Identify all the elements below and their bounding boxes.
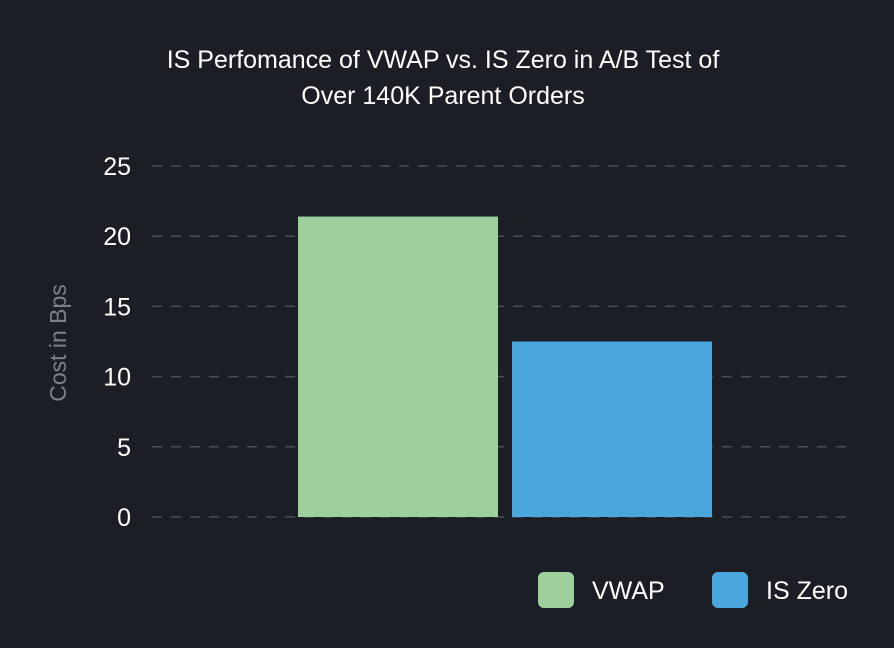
legend-label: IS Zero	[766, 577, 848, 605]
legend: VWAP IS Zero	[538, 572, 848, 608]
legend-swatch	[538, 572, 574, 608]
legend-item-is-zero: IS Zero	[712, 572, 848, 608]
y-axis-ticks: 0 5 10 15 20 25	[103, 153, 131, 532]
chart-title-line-1: IS Perfomance of VWAP vs. IS Zero in A/B…	[167, 46, 720, 74]
gridlines	[152, 165, 855, 518]
chart-title-line-2: Over 140K Parent Orders	[301, 82, 584, 110]
legend-swatch	[712, 572, 748, 608]
chart-title: IS Perfomance of VWAP vs. IS Zero in A/B…	[167, 46, 720, 110]
y-axis-label: Cost in Bps	[45, 284, 71, 402]
y-tick-label: 20	[103, 223, 131, 251]
y-tick-label: 15	[103, 293, 131, 321]
bar-is-zero	[512, 341, 712, 517]
legend-item-vwap: VWAP	[538, 572, 665, 608]
legend-label: VWAP	[592, 577, 665, 605]
y-tick-label: 0	[117, 504, 131, 532]
y-tick-label: 25	[103, 153, 131, 181]
bar-vwap	[298, 216, 498, 517]
y-tick-label: 5	[117, 434, 131, 462]
bars	[298, 216, 712, 517]
y-tick-label: 10	[103, 364, 131, 392]
